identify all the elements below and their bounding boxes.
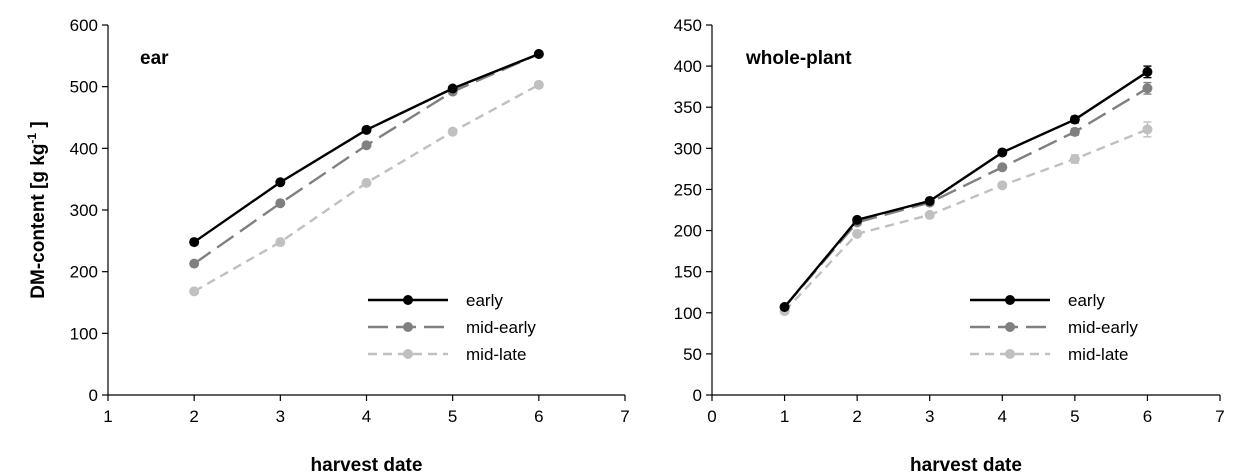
y-tick-label: 0 [693,386,702,405]
data-point-early [533,48,544,59]
data-point-mid-early [275,198,286,209]
legend-marker-mid-early [403,322,413,332]
x-tick-label: 4 [998,407,1007,426]
series-line-mid-early [193,52,540,265]
data-point-mid-late [997,180,1008,191]
data-point-early [924,195,935,206]
data-point-mid-late [1069,154,1080,165]
data-point-mid-early [189,258,200,269]
data-point-early [997,147,1008,158]
series-line-mid-late [193,83,540,293]
x-tick-label: 6 [1143,407,1152,426]
y-tick-label: 500 [70,78,98,97]
data-point-early [275,177,286,188]
x-tick-label: 4 [362,407,371,426]
legend-label-mid-early: mid-early [1068,318,1138,337]
data-point-mid-late [1142,124,1153,135]
y-tick-label: 600 [70,16,98,35]
series-early [189,48,544,248]
y-tick-label: 100 [674,304,702,323]
legend-marker-early [403,295,413,305]
data-point-early [189,237,200,248]
series-mid-early [189,48,544,269]
x-tick-label: 0 [707,407,716,426]
legend-marker-mid-early [1005,322,1015,332]
data-point-mid-late [447,126,458,137]
x-tick-label: 6 [534,407,543,426]
y-axis-title-end: ] [28,121,49,133]
x-tick-label: 7 [620,407,629,426]
x-axis-title: harvest date [311,455,423,476]
legend-label-early: early [466,291,503,310]
data-point-mid-late [924,209,935,220]
x-tick-label: 5 [1070,407,1079,426]
data-point-mid-late [533,79,544,90]
y-tick-label: 300 [674,139,702,158]
panel-title: whole-plant [745,48,852,69]
panel-title: ear [140,48,169,69]
y-tick-label: 400 [70,139,98,158]
legend-marker-mid-late [403,349,413,359]
legend-marker-mid-late [1005,349,1015,359]
legend: early mid-early mid-late [970,291,1138,364]
legend-label-early: early [1068,291,1105,310]
data-point-early [1069,114,1080,125]
series-early [779,65,1153,313]
legend: early mid-early mid-late [368,291,536,364]
data-point-early [779,302,790,313]
y-tick-label: 150 [674,263,702,282]
data-point-mid-early [361,140,372,151]
legend-label-mid-early: mid-early [466,318,536,337]
x-tick-label: 5 [448,407,457,426]
y-tick-label: 200 [70,263,98,282]
series-line-mid-early [783,87,1149,308]
x-tick-label: 3 [276,407,285,426]
y-tick-label: 400 [674,57,702,76]
y-axis-title-superscript: -1 [25,133,39,144]
chart-panel-2: 0 50 100 150 200 250 300 350 400 450 0 1 2 3 4 5 6 7 harve… [674,16,1225,476]
x-tick-label: 1 [103,407,112,426]
data-point-mid-late [189,286,200,297]
chart-panel-1: 0 100 200 300 400 500 600 1 2 3 4 5 6 7 harvest date DM… [25,16,630,476]
y-tick-label: 450 [674,16,702,35]
legend-label-mid-late: mid-late [466,345,526,364]
x-tick-label: 1 [780,407,789,426]
legend-marker-early [1005,295,1015,305]
data-point-early [1142,66,1153,77]
data-point-mid-late [275,237,286,248]
y-tick-label: 300 [70,201,98,220]
data-point-early [361,124,372,135]
series-line-mid-late [783,128,1148,312]
x-tick-label: 3 [925,407,934,426]
series-mid-early [779,81,1153,313]
data-point-mid-late [852,228,863,239]
y-tick-label: 350 [674,98,702,117]
data-point-early [852,214,863,225]
y-axis-title-main: DM-content [g kg [28,144,49,299]
x-tick-label: 2 [852,407,861,426]
data-point-mid-early [1142,83,1153,94]
data-point-mid-early [1069,126,1080,137]
series-mid-late [189,79,544,297]
data-point-early [447,83,458,94]
data-point-mid-late [361,177,372,188]
y-tick-label: 250 [674,180,702,199]
legend-label-mid-late: mid-late [1068,345,1128,364]
y-tick-label: 50 [683,345,702,364]
x-axis-title: harvest date [910,455,1022,476]
y-tick-label: 100 [70,324,98,343]
series-mid-late [779,121,1153,317]
series-line-early [783,70,1149,308]
x-tick-label: 7 [1215,407,1224,426]
y-tick-label: 0 [89,386,98,405]
y-axis-title: DM-content [g kg-1 ] [25,121,49,298]
data-point-mid-early [997,162,1008,173]
x-tick-label: 2 [189,407,198,426]
y-tick-label: 200 [674,222,702,241]
